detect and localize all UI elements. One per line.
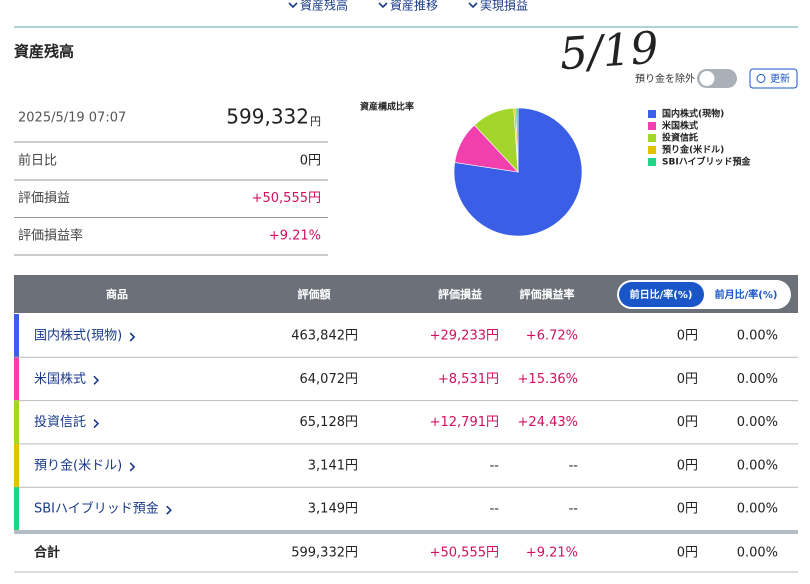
chevron [129,462,136,472]
product-link[interactable]: 預り金(米ドル) [34,457,122,473]
chevron [468,2,478,9]
chevron [93,375,100,385]
total-label: 合計 [34,545,60,561]
summary-label: 評価損益 [18,191,70,206]
cell-valuation: 65,128円 [300,415,359,430]
total: 599,332 [226,105,309,129]
row-marker [14,314,19,357]
cell-pl: +12,791円 [430,415,499,430]
nav-tab[interactable]: 資産推移 [390,0,438,13]
legend-label: 投資信託 [662,132,698,144]
refresh-icon [756,74,766,83]
summary-value: +50,555円 [252,191,321,206]
legend-label: 預り金(米ドル) [662,144,724,156]
total-divider [14,530,798,534]
cell-rate: +15.36% [518,372,578,387]
cell-day: 0円 [677,458,698,473]
cell-valuation: 64,072円 [300,372,359,387]
cell-valuation: 3,141円 [308,458,358,473]
exclude-label: 預り金を除外 [635,72,695,85]
toggle-day[interactable] [619,282,704,307]
cell-month: 0.00% [737,502,778,517]
summary-value: +9.21% [269,229,321,244]
pie-slice [515,107,519,173]
cell-pl: +8,531円 [438,372,499,387]
cell-pl: +50,555円 [430,546,499,561]
legend-label: 国内株式(現物) [662,108,724,120]
cell-rate: +6.72% [526,329,578,344]
legend-label: 米国株式 [661,120,698,132]
chart-title: 資産構成比率 [360,101,414,113]
toggle-day-label: 前日比/率(%) [630,288,693,301]
summary-label: 評価損益率 [18,228,83,244]
legend-swatch [648,146,656,154]
product-link[interactable]: SBIハイブリッド預金 [34,501,159,517]
cell-month: 0.00% [737,329,778,344]
summary-value: 0円 [300,154,321,169]
product-link[interactable]: 国内株式(現物) [34,328,122,344]
product-link[interactable]: 投資信託 [34,414,86,430]
cell-day: 0円 [677,546,698,561]
heading: 資産残高 [14,43,74,61]
header-cell: 評価額 [298,287,331,301]
total-unit: 円 [310,115,321,128]
chevron [93,419,100,429]
refresh-button[interactable] [749,68,798,89]
datetime: 2025/5/19 07:07 [18,111,126,126]
header-cell: 評価損益 [438,287,482,301]
cell-day: 0円 [677,415,698,430]
cell-pl: -- [490,458,500,473]
legend-swatch [648,122,656,130]
summary-label: 前日比 [18,153,57,169]
nav-tab[interactable]: 実現損益 [480,0,528,13]
nav-tab[interactable]: 資産残高 [300,0,348,13]
chevron [378,2,388,9]
header-cell: 商品 [106,287,128,301]
legend-swatch [648,110,656,118]
cell-valuation: 599,332円 [291,546,358,561]
cell-month: 0.00% [737,372,778,387]
legend-label: SBIハイブリッド預金 [662,156,752,168]
header-cell: 評価損益率 [520,287,575,301]
cell-valuation: 463,842円 [291,329,358,344]
toggle-knob [698,70,716,87]
cell-rate: -- [569,502,579,517]
cell-valuation: 3,149円 [308,502,358,517]
cell-pl: -- [490,502,500,517]
cell-day: 0円 [677,329,698,344]
toggle-month[interactable]: 前月比/率(%) [715,288,778,301]
chevron [166,505,172,515]
cell-month: 0.00% [737,458,778,473]
product-link[interactable]: 米国株式 [34,372,86,387]
legend-swatch [648,158,656,166]
row-marker [14,487,19,531]
row-marker [14,443,19,487]
cell-day: 0円 [677,372,698,387]
cell-pl: +29,233円 [430,329,499,344]
cell-month: 0.00% [737,415,778,430]
chevron [288,2,298,9]
row-marker [14,400,19,444]
legend-swatch [648,134,656,142]
cell-day: 0円 [677,502,698,517]
cell-rate: -- [569,458,579,473]
handwriting: 5/19 [558,22,660,80]
chevron [129,332,136,342]
row-marker [14,357,19,401]
refresh-label: 更新 [770,72,790,85]
cell-rate: +24.43% [518,415,578,430]
cell-month: 0.00% [737,546,778,561]
cell-rate: +9.21% [526,546,578,561]
